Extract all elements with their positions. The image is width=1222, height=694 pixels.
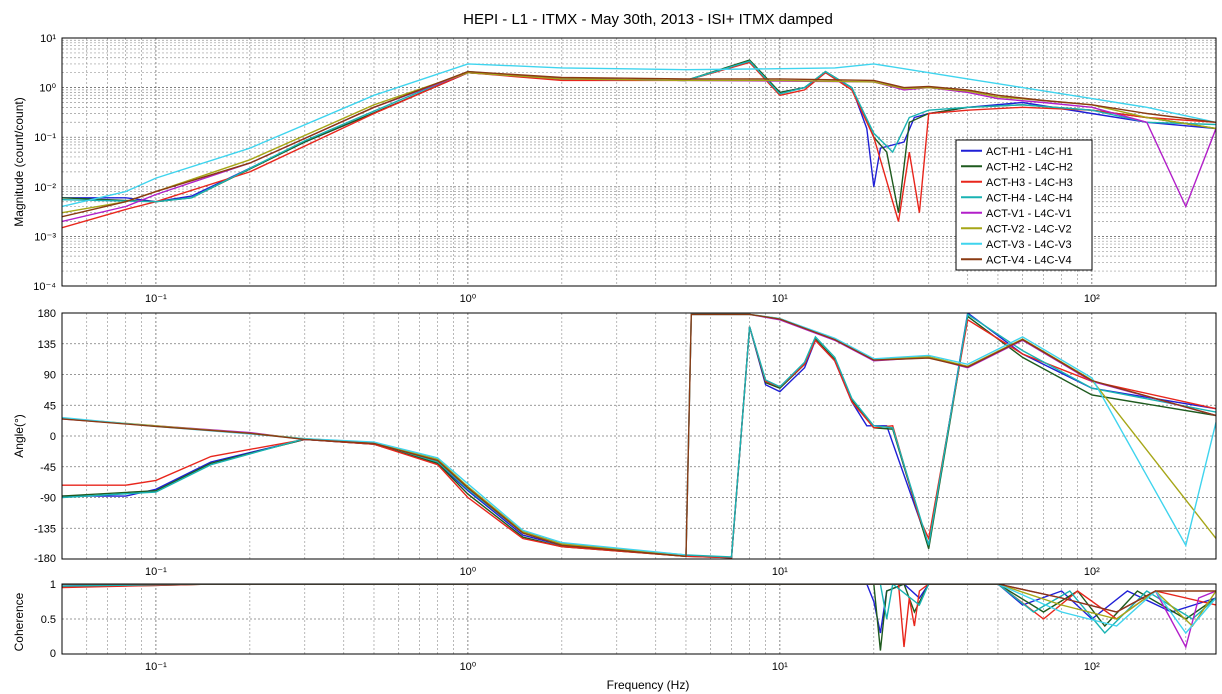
x-tick-label: 10²: [1084, 566, 1100, 578]
phase-x-ticks: 10⁻¹ 10⁰ 10¹ 10²: [145, 566, 1100, 578]
y-tick-label: -180: [34, 553, 56, 565]
legend-entry-label: ACT-H2 - L4C-H2: [986, 161, 1073, 173]
series-line-magnitude-8: [62, 70, 1216, 218]
x-tick-label: 10¹: [772, 566, 788, 578]
phase-panel: -180 -135 -90 -45 0 45 90 135 180 10⁻¹ 10⁰ 10¹ 10²: [34, 308, 1217, 578]
y-tick-label: 180: [38, 308, 56, 320]
x-tick-label: 10⁻¹: [145, 661, 167, 673]
phase-series: [62, 313, 1216, 559]
legend-entry-label: ACT-V3 - L4C-V3: [986, 239, 1072, 251]
x-tick-label: 10⁰: [460, 661, 477, 673]
x-tick-label: 10⁻¹: [145, 293, 167, 305]
magnitude-panel: 10⁻⁴ 10⁻³ 10⁻² 10⁻¹ 10⁰ 10¹ 10⁻¹ 10⁰ 10¹ 10²: [33, 33, 1217, 305]
phase-grid: [61, 312, 1216, 560]
legend-entry-label: ACT-V2 - L4C-V2: [986, 223, 1072, 235]
x-tick-label: 10⁰: [460, 293, 477, 305]
series-line-coherence-4: [62, 584, 1216, 635]
y-tick-label: 45: [44, 400, 56, 412]
coherence-y-ticks: 00.51: [41, 579, 56, 660]
x-tick-label: 10⁻¹: [145, 566, 167, 578]
x-tick-label: 10¹: [772, 661, 788, 673]
series-line-phase-8: [62, 313, 1216, 558]
y-tick-label: 10¹: [40, 33, 56, 45]
y-tick-label: -90: [40, 493, 56, 505]
magnitude-axis-label: Magnitude (count/count): [12, 97, 26, 226]
x-tick-label: 10¹: [772, 293, 788, 305]
magnitude-series: [62, 59, 1216, 229]
legend-entry-label: ACT-H1 - L4C-H1: [986, 146, 1073, 158]
legend-box: [955, 139, 1093, 271]
y-tick-label: 0: [50, 431, 56, 443]
phase-y-ticks: -180 -135 -90 -45 0 45 90 135 180: [34, 308, 56, 565]
phase-frame: [61, 312, 1217, 560]
legend: ACT-H1 - L4C-H1 ACT-H2 - L4C-H2 ACT-H3 - L…: [955, 139, 1093, 271]
series-line-coherence-6: [62, 584, 1216, 628]
phase-axis-label: Angle(°): [12, 414, 26, 457]
y-tick-label: 1: [50, 579, 56, 591]
coherence-x-ticks: 10⁻¹ 10⁰ 10¹ 10²: [145, 661, 1100, 673]
y-tick-label: 10⁻³: [34, 231, 56, 243]
series-line-magnitude-3: [62, 61, 1216, 229]
x-tick-label: 10²: [1084, 661, 1100, 673]
series-line-magnitude-7: [62, 63, 1216, 208]
x-tick-label: 10⁰: [460, 566, 477, 578]
coherence-frame: [61, 583, 1217, 655]
coherence-axis-label: Coherence: [12, 592, 26, 651]
y-tick-label: 10⁰: [39, 83, 56, 95]
series-line-phase-3: [62, 318, 1216, 559]
legend-entry-label: ACT-V1 - L4C-V1: [986, 208, 1072, 220]
y-tick-label: -135: [34, 523, 56, 535]
y-tick-label: 90: [44, 370, 56, 382]
legend-entry-label: ACT-H3 - L4C-H3: [986, 177, 1073, 189]
y-tick-label: 10⁻⁴: [33, 281, 56, 293]
magnitude-x-ticks: 10⁻¹ 10⁰ 10¹ 10²: [145, 293, 1100, 305]
series-line-coherence-2: [62, 584, 1216, 651]
legend-entry-label: ACT-V4 - L4C-V4: [986, 254, 1072, 266]
y-tick-label: 10⁻¹: [34, 132, 56, 144]
series-line-coherence-3: [62, 584, 1216, 648]
magnitude-frame: [61, 37, 1217, 287]
x-tick-label: 10²: [1084, 293, 1100, 305]
chart-title: HEPI - L1 - ITMX - May 30th, 2013 - ISI+…: [463, 11, 833, 28]
series-line-coherence-7: [62, 584, 1216, 635]
series-line-coherence-1: [62, 584, 1216, 634]
y-tick-label: 10⁻²: [34, 182, 56, 194]
y-tick-label: 135: [38, 339, 56, 351]
y-tick-label: 0: [50, 648, 56, 660]
y-tick-label: -45: [40, 462, 56, 474]
series-line-phase-6: [62, 313, 1216, 557]
magnitude-y-ticks: 10⁻⁴ 10⁻³ 10⁻² 10⁻¹ 10⁰ 10¹: [33, 33, 56, 293]
coherence-series: [62, 584, 1216, 651]
y-tick-label: 0.5: [41, 614, 56, 626]
x-axis-label: Frequency (Hz): [607, 678, 690, 692]
series-line-coherence-8: [62, 584, 1216, 613]
legend-entry-label: ACT-H4 - L4C-H4: [986, 192, 1073, 204]
